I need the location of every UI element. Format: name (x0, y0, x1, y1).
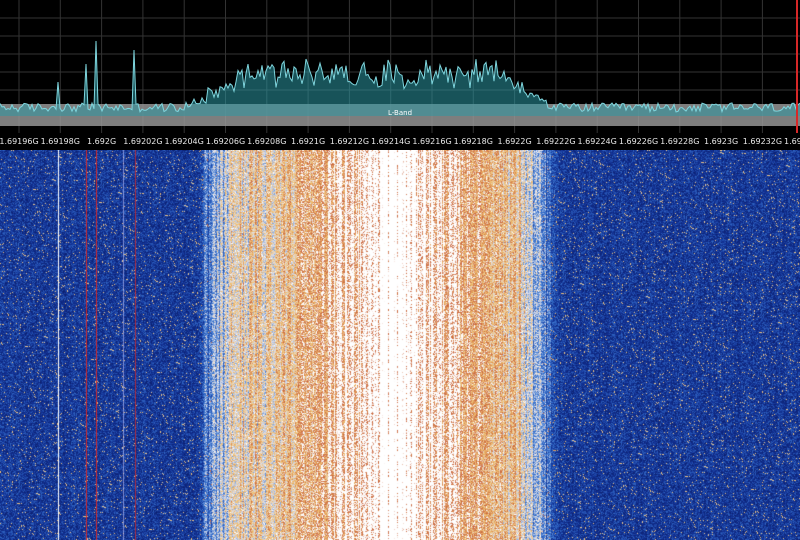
frequency-tick-label: 1.69198G (40, 137, 80, 146)
frequency-tick-label: 1.69202G (123, 137, 163, 146)
vertical-red-marker-icon[interactable] (796, 0, 798, 133)
frequency-tick-label: 1.69226G (618, 137, 659, 146)
fft-trace-fill (0, 41, 800, 116)
fft-trace-line (0, 40, 800, 114)
frequency-tick-label: 1.69218G (453, 137, 493, 146)
frequency-tick-label: 1.6923G (703, 137, 739, 146)
frequency-tick-label: 1.69206G (205, 137, 246, 146)
frequency-axis: 1.69196G 1.69198G 1.692G 1.69202G 1.69204G 1.… (0, 133, 800, 150)
frequency-tick-label: 1.69212G (329, 137, 370, 146)
frequency-tick-label: 1.692G (87, 137, 117, 146)
waterfall-display[interactable] (0, 150, 800, 540)
frequency-tick-label: 1.69222G (536, 137, 576, 146)
fft-spectrum-svg (0, 0, 800, 133)
frequency-tick-label: 1.6922G (497, 137, 532, 146)
frequency-tick-label: 1.69228G (660, 137, 700, 146)
frequency-tick-label: 1.69208G (247, 137, 287, 146)
frequency-tick-label: 1.69224G (577, 137, 617, 146)
frequency-tick-label: 1.6921G (290, 137, 326, 146)
fft-spectrum-plot[interactable]: L-Band (0, 0, 800, 133)
frequency-tick-label: 1.69204G (164, 137, 204, 146)
frequency-tick-label: 1.69196G (0, 137, 39, 146)
frequency-tick-label: 1.69216G (412, 137, 452, 146)
frequency-tick-label: 1.69232G (742, 137, 783, 146)
frequency-tick-label: 1.69234G (784, 137, 800, 146)
frequency-tick-label: 1.69214G (371, 137, 411, 146)
